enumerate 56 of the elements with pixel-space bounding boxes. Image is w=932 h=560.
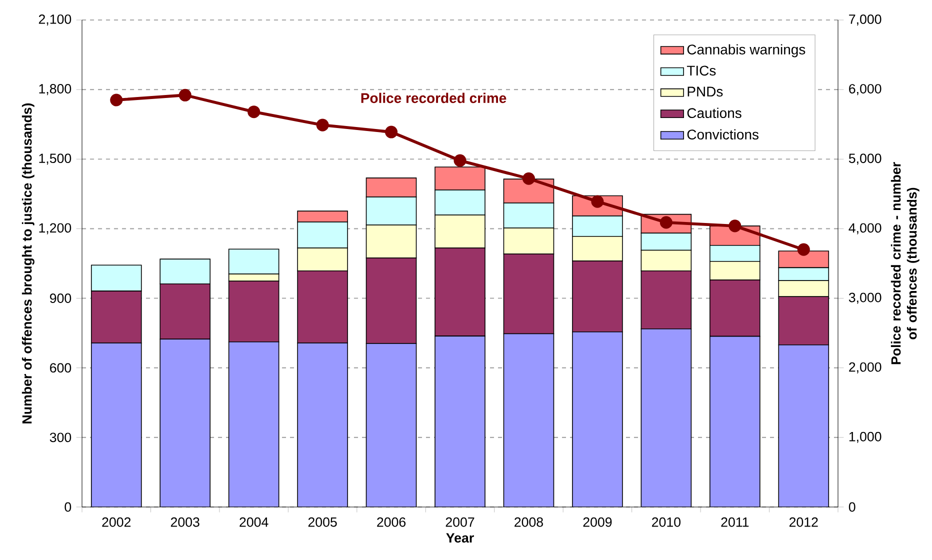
y-tick-label: 2,100 [38,14,72,26]
y2-tick-label: 6,000 [849,84,882,96]
x-axis-title: Year [446,533,474,543]
x-tick-label: 2010 [652,517,680,527]
bar [366,343,417,507]
x-tick-label: 2006 [377,517,406,527]
point [454,154,466,167]
bar [90,342,142,507]
bar [228,341,280,507]
x-tick-label: 2007 [446,517,474,527]
y2-tick-label: 7,000 [849,14,882,26]
y2-tick-label: 5,000 [848,154,882,165]
point [248,106,260,118]
x-tick-label: 2002 [102,517,131,527]
point [522,172,535,185]
bar [710,336,760,507]
y-axis-title: Number of offences brought to justice (thousands) [22,103,34,424]
x-tick-label: 2012 [789,517,818,527]
y2-tick-label: 4,000 [848,223,882,234]
point [385,126,398,138]
legend-label: Convictions [687,129,758,140]
x-tick-label: 2009 [583,517,612,527]
legend-label: Cautions [687,108,742,118]
bar [160,338,210,507]
point [728,220,742,232]
y-tick-label: 600 [50,363,72,373]
x-tick-label: 2003 [170,517,200,527]
y-tick-label: 300 [50,432,72,442]
legend-label: Cannabis warnings [687,44,806,58]
x-tick-label: 2004 [240,517,268,527]
point [178,88,192,102]
legend-label: PNDs [688,86,723,97]
y2-tick-label: 2,000 [849,362,882,374]
y-tick-label: 0 [64,502,72,512]
x-tick-label: 2005 [308,517,337,527]
bar [778,344,830,507]
y2-tick-label: 1,000 [849,432,882,443]
y-tick-label: 1,800 [39,84,72,96]
y2-tick-label: 0 [848,502,856,512]
bar [297,342,348,507]
legend-label: TICs [686,66,716,76]
series-label: Police recorded crime [361,92,506,104]
point [316,118,329,132]
bar [572,332,623,507]
y2-tick-label: 3,000 [848,292,882,304]
bar [640,328,692,507]
y-tick-label: 900 [50,294,72,303]
point [110,94,123,106]
bar [503,333,554,507]
point [797,243,810,256]
x-tick-label: 2011 [721,517,749,527]
x-tick-label: 2008 [514,517,543,527]
y-tick-label: 1,200 [39,223,72,234]
bar [434,336,486,507]
y-tick-label: 1,500 [39,154,72,165]
y2-axis-title: Police recorded crime - number of offences (thousands) [890,162,920,364]
